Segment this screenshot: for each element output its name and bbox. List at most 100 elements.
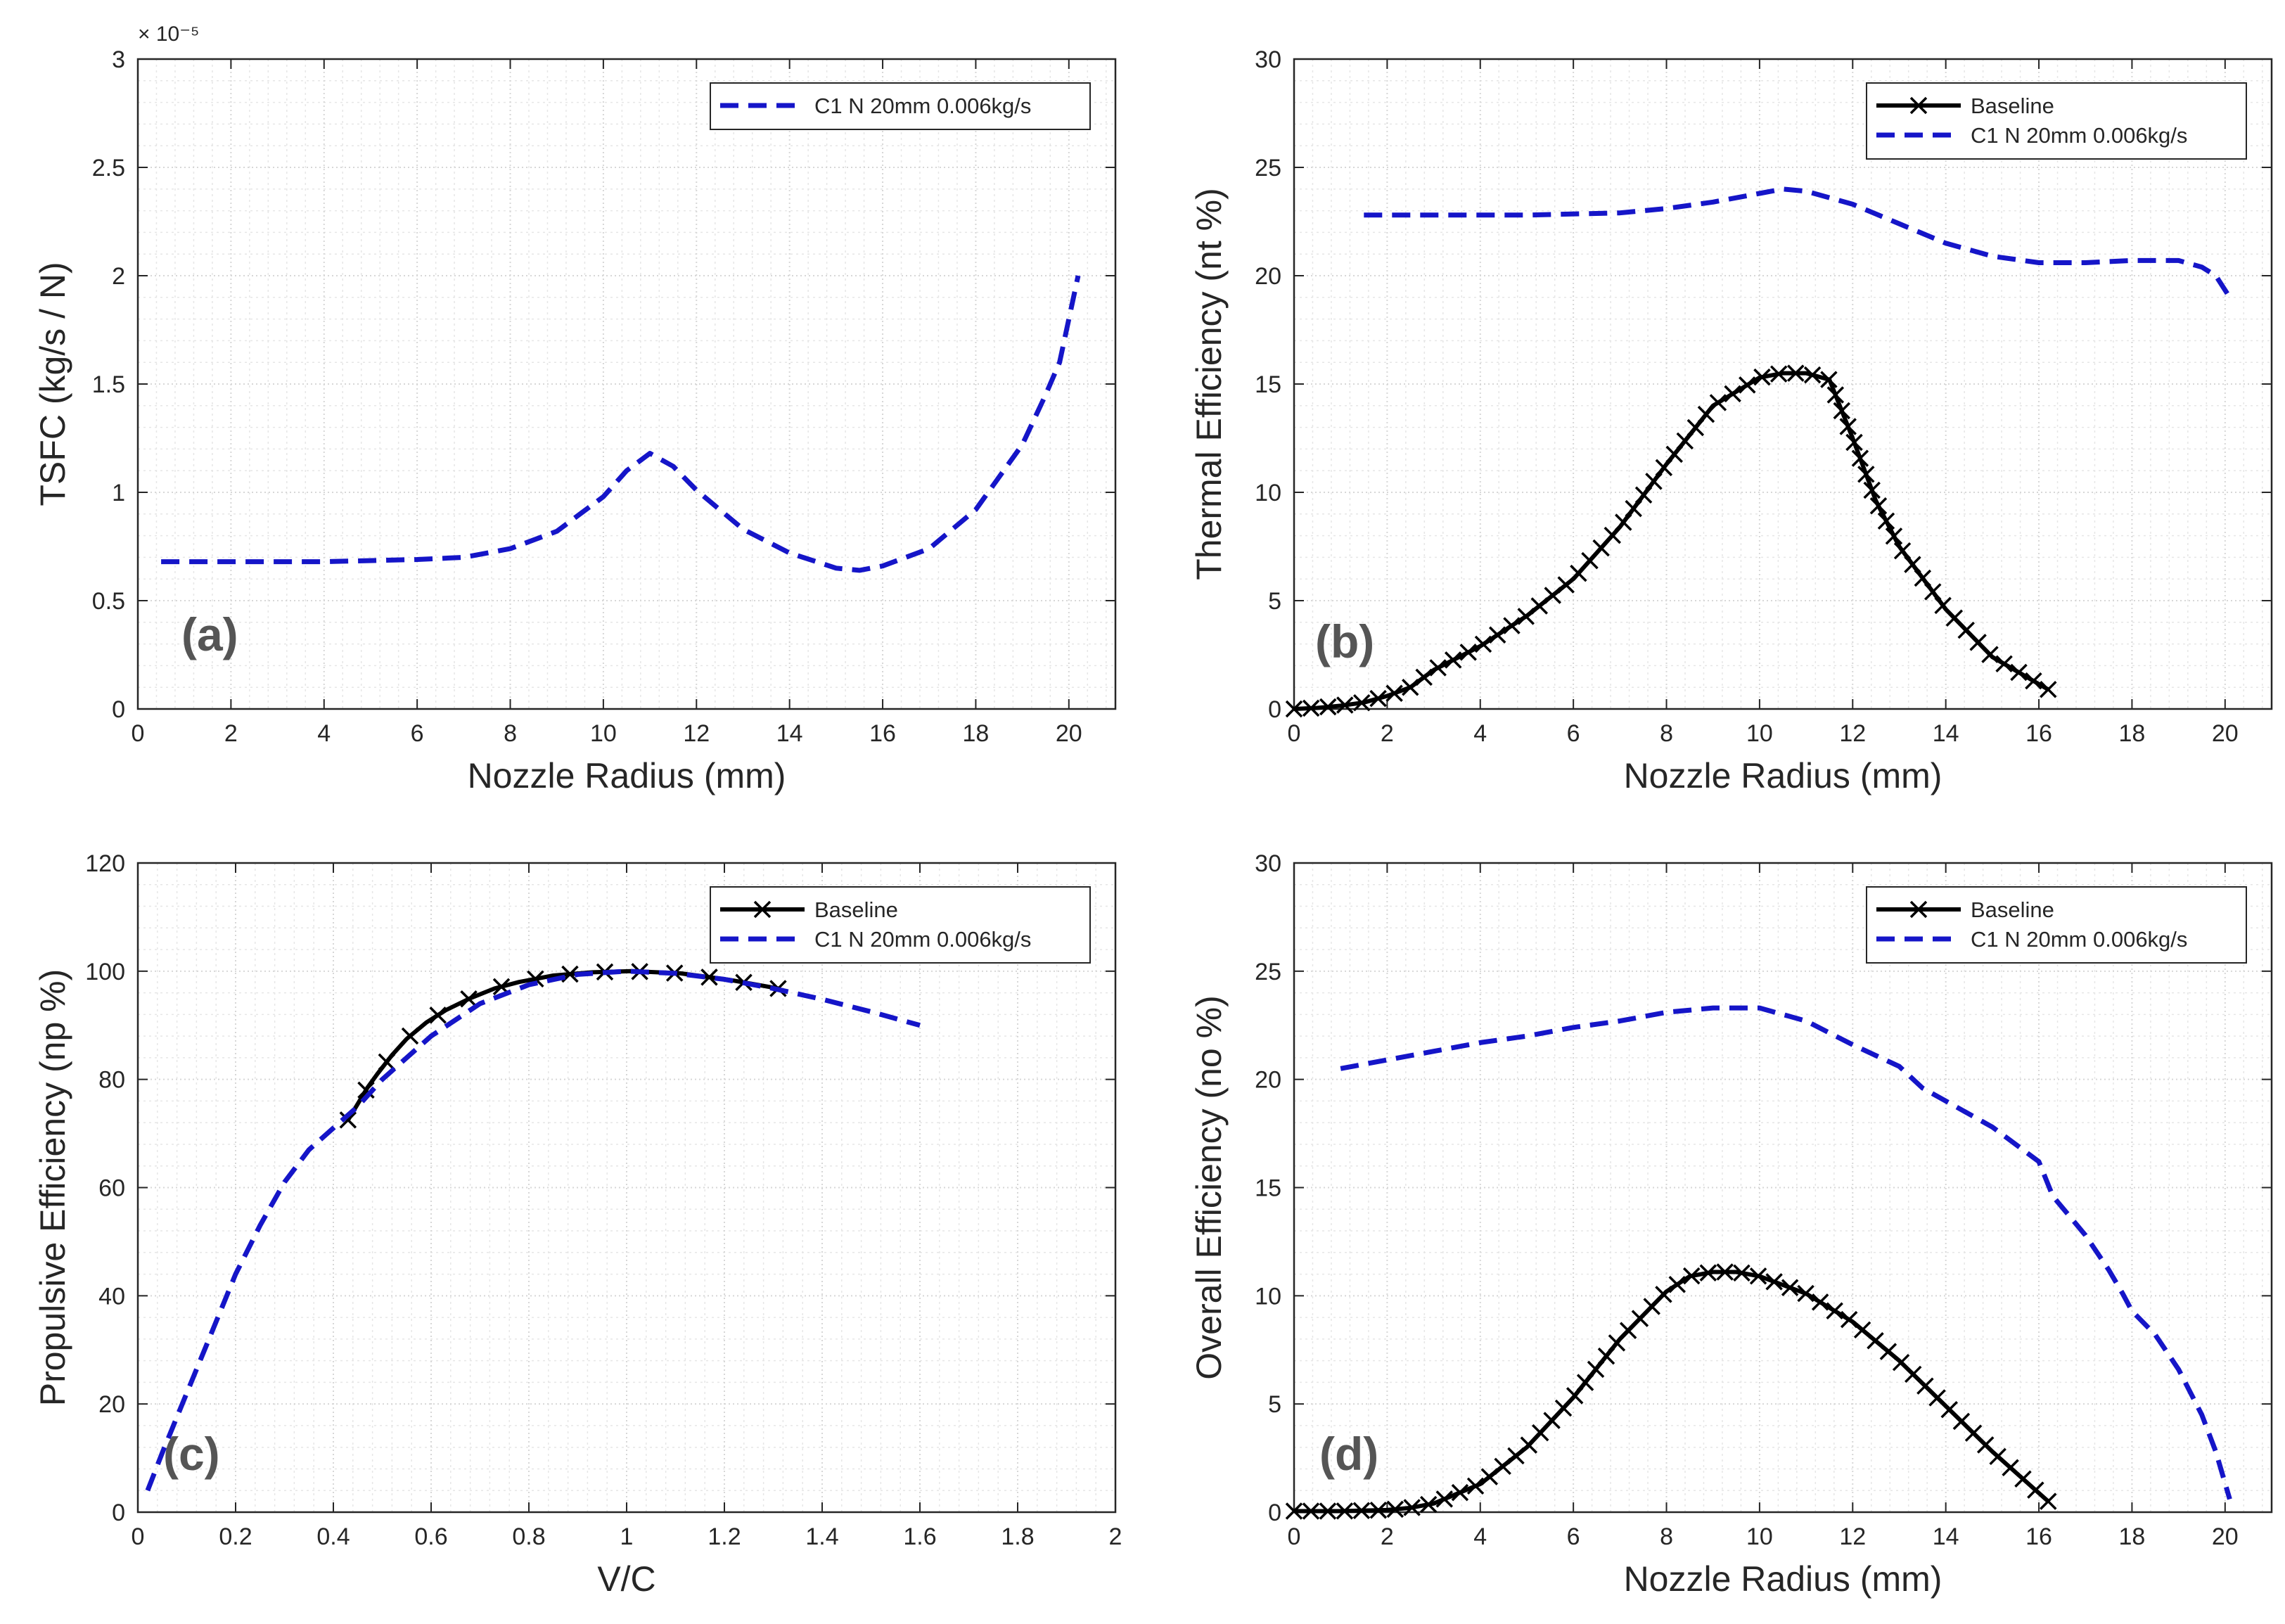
baseline-marker xyxy=(1769,365,1788,383)
baseline-marker xyxy=(1494,1457,1511,1476)
baseline-marker xyxy=(1459,644,1477,661)
y-tick-label: 0 xyxy=(1268,1500,1281,1526)
y-axis-label: Propulsive Efficiency (np %) xyxy=(33,969,72,1407)
legend-label: C1 N 20mm 0.006kg/s xyxy=(1971,123,2187,148)
baseline-marker xyxy=(1765,1273,1783,1291)
y-tick-label: 15 xyxy=(1255,371,1281,398)
y-tick-label: 15 xyxy=(1255,1175,1281,1202)
baseline-marker xyxy=(1385,684,1403,702)
legend-marker-baseline xyxy=(1909,900,1928,919)
y-tick-label: 25 xyxy=(1255,155,1281,181)
x-tick-label: 0 xyxy=(1288,720,1301,747)
x-tick-label: 0 xyxy=(132,1523,145,1550)
legend: Baseline C1 N 20mm 0.006kg/s xyxy=(1866,886,2247,964)
x-tick-label: 10 xyxy=(1746,1523,1773,1550)
y-tick-label: 0.5 xyxy=(92,588,125,615)
x-tick-label: 6 xyxy=(1567,720,1580,747)
baseline-marker xyxy=(1803,366,1822,384)
baseline-marker xyxy=(1429,659,1447,677)
baseline-marker xyxy=(1885,528,1903,545)
baseline-marker xyxy=(1597,1347,1615,1365)
baseline-marker xyxy=(1869,497,1888,515)
x-tick-label: 0.8 xyxy=(512,1523,545,1550)
baseline-marker xyxy=(1893,542,1912,560)
x-axis-label: Nozzle Radius (mm) xyxy=(468,756,786,795)
baseline-marker xyxy=(1686,418,1705,437)
baseline-marker xyxy=(1811,1293,1829,1311)
x-tick-label: 1 xyxy=(620,1523,634,1550)
baseline-marker xyxy=(1488,626,1506,644)
baseline-marker xyxy=(1566,1387,1584,1405)
baseline-marker xyxy=(1845,433,1863,452)
x-tick-label: 12 xyxy=(683,720,710,747)
series-group xyxy=(1285,1005,2232,1520)
legend-box xyxy=(1866,82,2247,160)
baseline-marker xyxy=(1877,512,1895,530)
baseline-marker xyxy=(1857,466,1875,483)
series-group xyxy=(161,275,1081,573)
panel-tag: (b) xyxy=(1315,615,1374,667)
chart-panel-c: 0 0.2 0.4 0.6 0.8 1 1.2 1.4 1.6 1.8 20204060801001… xyxy=(33,850,1122,1599)
baseline-marker xyxy=(1716,1263,1734,1281)
baseline-marker xyxy=(1851,449,1869,467)
x-tick-label: 14 xyxy=(1933,1523,1959,1550)
x-tick-label: 20 xyxy=(2212,1523,2239,1550)
y-tick-label: 0 xyxy=(1268,696,1281,723)
baseline-marker xyxy=(460,990,478,1008)
series-group xyxy=(145,963,921,1492)
baseline-marker xyxy=(1625,499,1642,518)
x-tick-label: 0 xyxy=(132,720,145,747)
x-tick-label: 2 xyxy=(1381,1523,1394,1550)
baseline-marker xyxy=(1402,679,1419,696)
baseline-marker xyxy=(700,968,718,986)
baseline-marker xyxy=(1444,651,1462,669)
baseline-marker xyxy=(1753,368,1771,386)
x-tick-label: 1.8 xyxy=(1001,1523,1034,1550)
panel-tag: (a) xyxy=(181,608,238,660)
baseline-marker xyxy=(1739,376,1756,394)
baseline-marker xyxy=(1724,385,1741,403)
baseline-marker xyxy=(1820,371,1838,388)
x-tick-label: 8 xyxy=(1660,1523,1673,1550)
series-group xyxy=(1285,186,2232,718)
baseline-marker xyxy=(1352,693,1371,712)
baseline-marker xyxy=(1319,1502,1337,1520)
y-tick-label: 0 xyxy=(112,1500,125,1526)
x-tick-label: 18 xyxy=(963,720,990,747)
baseline-marker xyxy=(1435,1490,1454,1508)
baseline-marker xyxy=(1517,608,1535,625)
legend-marker-baseline xyxy=(753,900,772,919)
baseline-marker xyxy=(2040,681,2057,698)
x-tick-label: 16 xyxy=(869,720,896,747)
x-axis-label: V/C xyxy=(597,1559,655,1599)
baseline-marker xyxy=(1867,1331,1884,1350)
y-tick-label: 30 xyxy=(1255,46,1281,73)
legend: C1 N 20mm 0.006kg/s xyxy=(710,82,1091,130)
baseline-marker xyxy=(1336,696,1354,714)
y-exponent-label: × 10⁻⁵ xyxy=(138,23,200,46)
x-tick-label: 20 xyxy=(1056,720,1082,747)
x-tick-label: 8 xyxy=(1660,720,1673,747)
legend-box xyxy=(1866,886,2247,964)
baseline-marker xyxy=(1386,1500,1404,1518)
legend-label: Baseline xyxy=(814,897,898,922)
x-tick-label: 18 xyxy=(2119,1523,2146,1550)
y-tick-label: 5 xyxy=(1268,588,1281,615)
legend-box xyxy=(710,82,1091,130)
baseline-marker xyxy=(1604,526,1621,544)
x-tick-label: 0.6 xyxy=(414,1523,447,1550)
series-line-nozzle xyxy=(161,275,1081,573)
baseline-marker xyxy=(1879,1343,1897,1360)
baseline-marker xyxy=(1369,1501,1388,1519)
x-tick-label: 16 xyxy=(2025,720,2052,747)
y-tick-label: 120 xyxy=(85,850,125,877)
x-tick-label: 20 xyxy=(2212,720,2239,747)
baseline-marker xyxy=(1665,445,1683,463)
baseline-marker xyxy=(429,1006,447,1024)
x-tick-label: 16 xyxy=(2025,1523,2052,1550)
x-tick-label: 4 xyxy=(1473,1523,1487,1550)
y-tick-label: 30 xyxy=(1255,850,1281,877)
x-tick-label: 10 xyxy=(590,720,617,747)
